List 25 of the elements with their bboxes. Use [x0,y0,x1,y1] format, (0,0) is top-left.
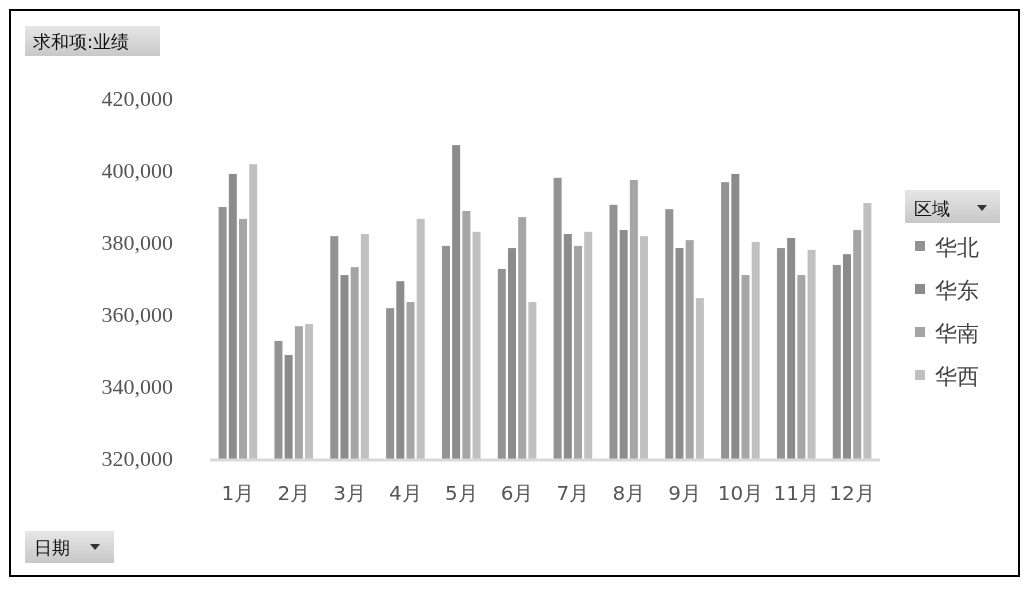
x-tick-label: 4月 [389,481,422,505]
x-tick-label: 11月 [773,481,819,505]
x-tick-label: 6月 [500,481,534,505]
y-tick-label: 320,000 [101,446,173,471]
x-tick-label: 2月 [277,481,311,505]
chart-title: 求和项:业绩 [33,31,130,52]
x-tick-label: 3月 [333,481,366,505]
legend-label: 华北 [935,235,979,260]
y-tick-label: 380,000 [101,230,173,255]
x-tick-label: 12月 [829,481,875,505]
y-tick-label: 420,000 [101,86,173,111]
y-tick-label: 340,000 [101,374,173,399]
y-tick-label: 400,000 [101,158,173,183]
x-tick-label: 5月 [444,481,478,505]
x-tick-label: 7月 [556,481,590,505]
x-tick-label: 1月 [221,481,255,505]
legend-label: 华南 [935,321,979,346]
x-tick-label: 9月 [668,481,701,505]
x-tick-label: 8月 [612,481,646,505]
x-tick-label: 10月 [717,481,764,505]
legend-label: 华东 [935,278,979,303]
legend-title: 区域 [914,198,950,219]
y-tick-label: 360,000 [101,302,173,327]
legend-label: 华西 [935,364,979,389]
x-axis-title: 日期 [34,537,70,558]
